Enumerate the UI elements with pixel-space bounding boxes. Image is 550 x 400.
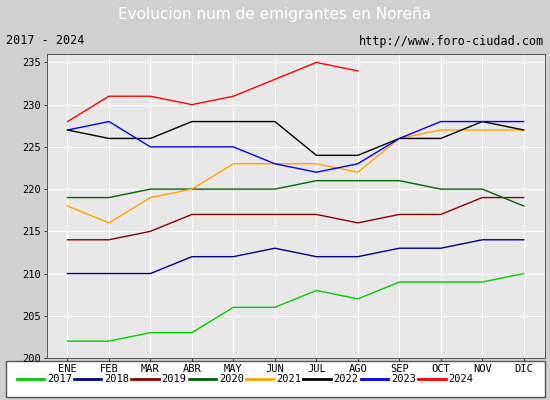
Text: 2017 - 2024: 2017 - 2024: [6, 34, 84, 48]
FancyBboxPatch shape: [6, 361, 544, 397]
Text: 2022: 2022: [333, 374, 359, 384]
Text: http://www.foro-ciudad.com: http://www.foro-ciudad.com: [359, 34, 544, 48]
Text: 2019: 2019: [162, 374, 186, 384]
Text: 2020: 2020: [219, 374, 244, 384]
Text: 2023: 2023: [391, 374, 416, 384]
Text: 2017: 2017: [47, 374, 72, 384]
Text: 2021: 2021: [276, 374, 301, 384]
Text: Evolucion num de emigrantes en Noreña: Evolucion num de emigrantes en Noreña: [118, 6, 432, 22]
Text: 2018: 2018: [104, 374, 129, 384]
Text: 2024: 2024: [448, 374, 473, 384]
